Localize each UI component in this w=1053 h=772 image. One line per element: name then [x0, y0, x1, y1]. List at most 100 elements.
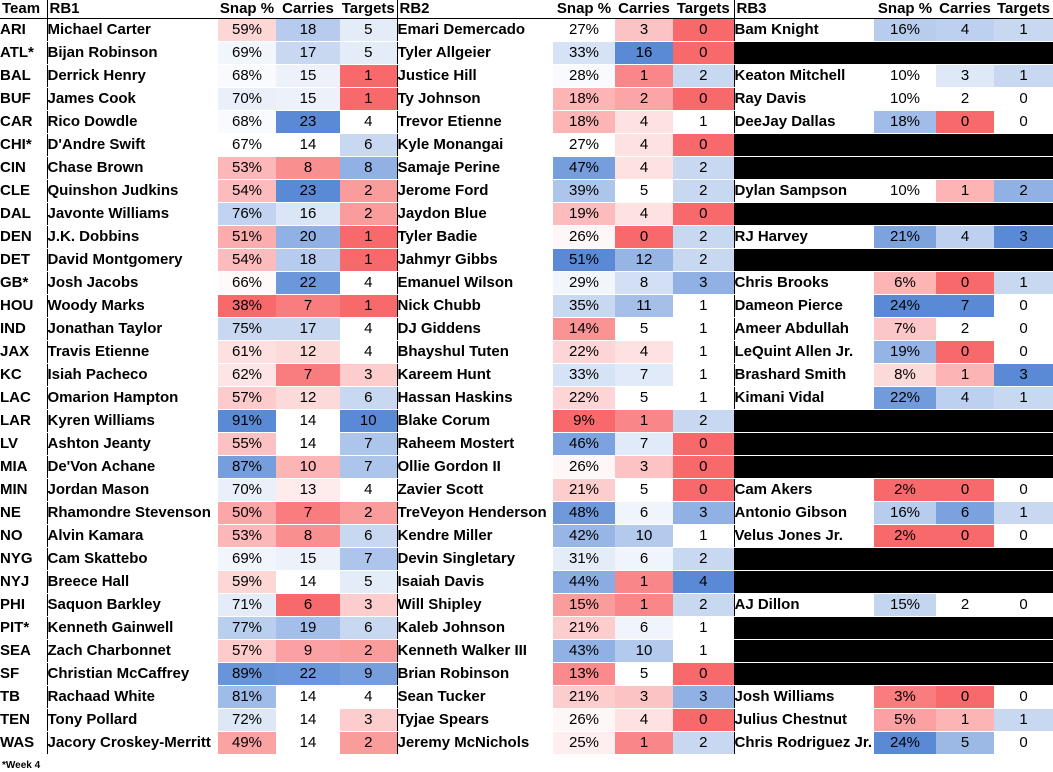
rb3-carries-cell: 3: [936, 64, 994, 88]
table-row: WAS Jacory Croskey-Merritt 49% 14 2 Jeremy Mc…: [0, 731, 1053, 755]
rb3-targets-cell: 1: [994, 501, 1053, 525]
rb1-carries-cell: 13: [276, 478, 340, 502]
rb3-carries-cell: 4: [936, 225, 994, 249]
rb2-snap-cell: 25%: [553, 731, 615, 755]
rb1-carries-cell: 14: [276, 731, 340, 755]
rb2-targets-cell: 0: [673, 708, 735, 732]
rb1-carries-cell: 17: [276, 41, 340, 65]
rb1-targets-cell: 6: [340, 616, 398, 640]
rb1-targets-header: Targets: [340, 0, 398, 19]
rb1-targets-cell: 5: [340, 41, 398, 65]
rb2-carries-cell: 5: [615, 317, 673, 341]
rb3-player-name: Ameer Abdullah: [734, 317, 874, 341]
rb1-snap-cell: 87%: [218, 455, 276, 479]
rb2-snap-cell: 27%: [553, 18, 615, 42]
rb2-snap-cell: 28%: [553, 64, 615, 88]
team-cell: BAL: [0, 64, 48, 88]
rb3-header: RB3: [734, 0, 874, 19]
rb3-targets-cell: 0: [994, 478, 1053, 502]
rb2-player-name: Tyler Allgeier: [397, 41, 553, 65]
rb1-player-name: J.K. Dobbins: [47, 225, 218, 249]
rb3-carries-cell: 0: [936, 524, 994, 548]
rb3-snap-cell: 8%: [874, 363, 936, 387]
rb1-carries-cell: 7: [276, 363, 340, 387]
rb3-player-name: Dylan Sampson: [734, 179, 874, 203]
rb2-player-name: DJ Giddens: [397, 317, 553, 341]
rb3-targets-cell: 0: [994, 317, 1053, 341]
rb1-carries-cell: 14: [276, 685, 340, 709]
rb1-snap-cell: 70%: [218, 87, 276, 111]
rb2-snap-cell: 14%: [553, 317, 615, 341]
rb2-player-name: Jeremy McNichols: [397, 731, 553, 755]
rb2-player-name: Kaleb Johnson: [397, 616, 553, 640]
rb2-targets-cell: 4: [673, 570, 735, 594]
rb2-carries-cell: 8: [615, 271, 673, 295]
rb2-carries-cell: 4: [615, 708, 673, 732]
rb1-snap-cell: 72%: [218, 708, 276, 732]
team-cell: ARI: [0, 18, 48, 42]
rb2-player-name: Sean Tucker: [397, 685, 553, 709]
rb1-targets-cell: 1: [340, 294, 398, 318]
rb2-targets-cell: 2: [673, 547, 735, 571]
rb1-player-name: Michael Carter: [47, 18, 218, 42]
table-row: PHI Saquon Barkley 71% 6 3 Will Shipley 15% 1 2 A…: [0, 593, 1053, 617]
rb3-carries-cell: 5: [936, 731, 994, 755]
rb1-targets-cell: 4: [340, 317, 398, 341]
rb1-carries-cell: 15: [276, 547, 340, 571]
rb2-snap-cell: 13%: [553, 662, 615, 686]
rb2-player-name: Kyle Monangai: [397, 133, 553, 157]
table-row: JAX Travis Etienne 61% 12 4 Bhayshul Tuten 22%…: [0, 340, 1053, 364]
rb2-player-name: Bhayshul Tuten: [397, 340, 553, 364]
team-cell: BUF: [0, 87, 48, 111]
rb1-carries-cell: 18: [276, 248, 340, 272]
team-cell: WAS: [0, 731, 48, 755]
rb2-player-name: Zavier Scott: [397, 478, 553, 502]
rb3-player-name: Antonio Gibson: [734, 501, 874, 525]
rb2-player-name: Devin Singletary: [397, 547, 553, 571]
rb1-targets-cell: 6: [340, 133, 398, 157]
table-row: MIN Jordan Mason 70% 13 4 Zavier Scott 21% 5 0 Ca…: [0, 478, 1053, 502]
team-cell: NYG: [0, 547, 48, 571]
rb1-carries-cell: 22: [276, 662, 340, 686]
rb3-targets-cell: 1: [994, 18, 1053, 42]
table-row: HOU Woody Marks 38% 7 1 Nick Chubb 35% 11 1 Dameo…: [0, 294, 1053, 318]
rb3-snap-cell: 16%: [874, 501, 936, 525]
rb1-player-name: Jonathan Taylor: [47, 317, 218, 341]
rb3-empty-cell: [734, 639, 1053, 663]
rb3-player-name: Keaton Mitchell: [734, 64, 874, 88]
table-row: TB Rachaad White 81% 14 4 Sean Tucker 21% 3 3 Jos…: [0, 685, 1053, 709]
rb3-carries-cell: 6: [936, 501, 994, 525]
rb2-targets-cell: 0: [673, 432, 735, 456]
rb3-carries-cell: 0: [936, 271, 994, 295]
rb1-player-name: Saquon Barkley: [47, 593, 218, 617]
rb3-snap-cell: 21%: [874, 225, 936, 249]
rb3-carries-cell: 0: [936, 685, 994, 709]
rb1-player-name: Christian McCaffrey: [47, 662, 218, 686]
rb2-carries-cell: 7: [615, 363, 673, 387]
rb3-player-name: Kimani Vidal: [734, 386, 874, 410]
rb1-carries-cell: 14: [276, 570, 340, 594]
rb1-carries-cell: 23: [276, 110, 340, 134]
rb1-targets-cell: 3: [340, 593, 398, 617]
rb3-empty-cell: [734, 133, 1053, 157]
rb1-targets-cell: 2: [340, 731, 398, 755]
rb1-player-name: Woody Marks: [47, 294, 218, 318]
rb3-snap-cell: 2%: [874, 478, 936, 502]
rb2-snap-cell: 39%: [553, 179, 615, 203]
header-row: Team RB1 Snap % Carries Targets RB2 Snap…: [0, 0, 1053, 19]
rb2-carries-cell: 4: [615, 133, 673, 157]
rb2-targets-cell: 0: [673, 87, 735, 111]
rb2-player-name: Emanuel Wilson: [397, 271, 553, 295]
table-body: ARI Michael Carter 59% 18 5 Emari Demercado 27…: [0, 18, 1053, 755]
rb1-player-name: Chase Brown: [47, 156, 218, 180]
rb2-snap-cell: 43%: [553, 639, 615, 663]
rb1-targets-cell: 5: [340, 570, 398, 594]
rb2-carries-cell: 4: [615, 202, 673, 226]
rb2-player-name: TreVeyon Henderson: [397, 501, 553, 525]
rb3-carries-cell: 2: [936, 317, 994, 341]
rb3-carries-cell: 0: [936, 110, 994, 134]
table-row: DEN J.K. Dobbins 51% 20 1 Tyler Badie 26% 0 2 RJ …: [0, 225, 1053, 249]
rb1-targets-cell: 2: [340, 179, 398, 203]
rb1-player-name: Derrick Henry: [47, 64, 218, 88]
rb2-player-name: Emari Demercado: [397, 18, 553, 42]
